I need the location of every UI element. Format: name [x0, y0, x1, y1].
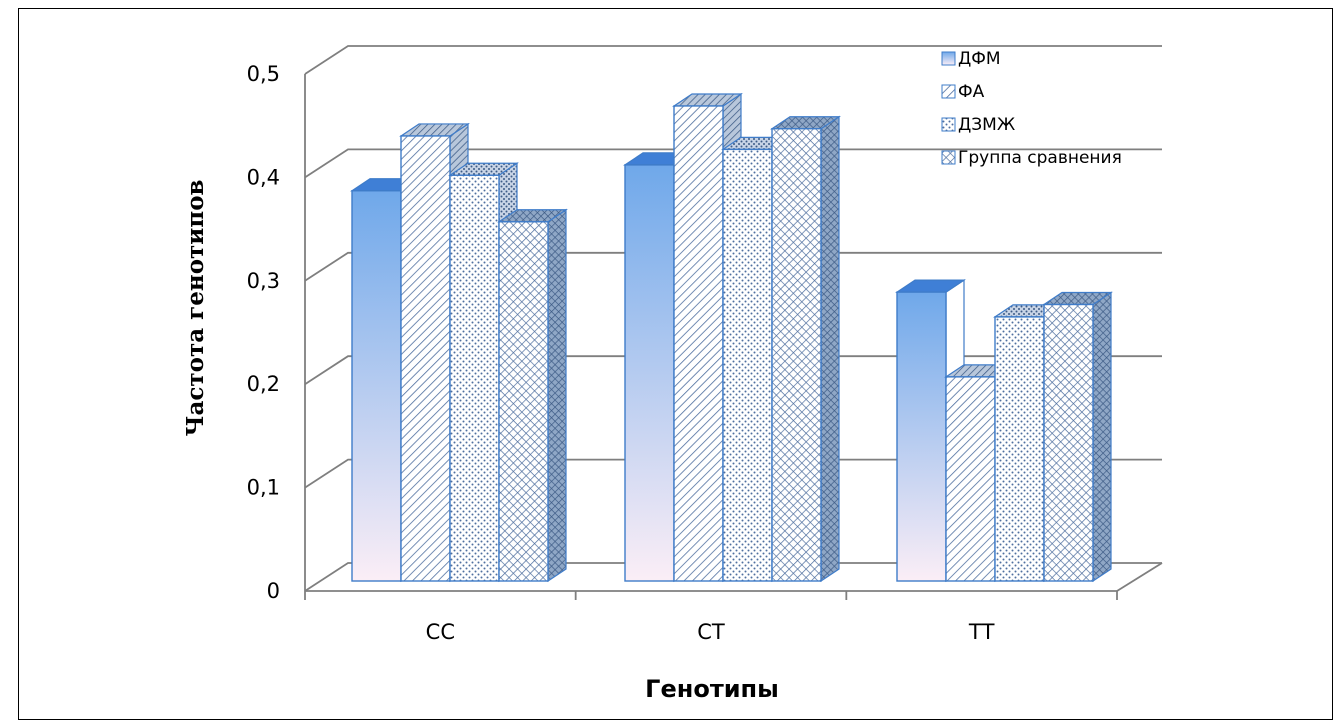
legend-label: ДФМ: [958, 49, 1001, 69]
bar-side: [820, 115, 840, 583]
axis-labels: Генотипы Частота генотипов: [182, 179, 779, 703]
bar: [945, 376, 996, 582]
y-tick-label: 0,5: [247, 62, 280, 86]
legend-label: Группа сравнения: [958, 148, 1122, 168]
bar: [449, 174, 500, 582]
legend-swatch: [941, 150, 956, 165]
bars: [350, 92, 1113, 583]
floor-edge: [1116, 562, 1163, 592]
bar: [351, 190, 402, 582]
legend-label: ДЗМЖ: [958, 115, 1015, 135]
y-axis-title: Частота генотипов: [182, 179, 209, 436]
legend-swatch: [941, 117, 956, 132]
gridline: [304, 562, 1162, 592]
gridline: [304, 251, 1162, 282]
bar-side: [547, 208, 567, 583]
x-tick-label: СТ: [697, 620, 725, 644]
x-tick-label: ТТ: [968, 620, 995, 644]
x-tick-label: СС: [426, 620, 455, 644]
y-tick-label: 0: [267, 579, 280, 603]
y-tick-label: 0,4: [247, 165, 280, 189]
y-tick-label: 0,1: [247, 476, 280, 500]
bar: [1043, 303, 1094, 582]
chart-frame: [18, 8, 1333, 720]
bar: [722, 148, 773, 582]
gridline: [304, 458, 1162, 489]
bar: [498, 221, 549, 582]
bar: [994, 316, 1045, 582]
legend-swatch: [941, 84, 956, 99]
gridline: [304, 45, 1162, 75]
y-tick-label: 0,3: [247, 269, 280, 293]
legend-label: ФА: [958, 82, 985, 102]
legend: ДФМ ФА ДЗМЖ Группа сравнения: [941, 49, 1122, 168]
gridline: [304, 355, 1162, 385]
bar: [400, 135, 451, 582]
gridlines: [304, 45, 1163, 592]
y-tick-label: 0,2: [247, 372, 280, 396]
bar-side: [1092, 291, 1112, 583]
gridline: [304, 148, 1162, 179]
bar: [624, 164, 675, 582]
x-axis-title: Генотипы: [645, 675, 779, 703]
bar: [673, 105, 724, 582]
legend-swatch: [941, 51, 956, 66]
axes: 0 0,1 0,2 0,3 0,4 0,5 СС СТ ТТ: [247, 62, 1118, 644]
bar: [771, 128, 822, 582]
bar: [896, 291, 947, 582]
